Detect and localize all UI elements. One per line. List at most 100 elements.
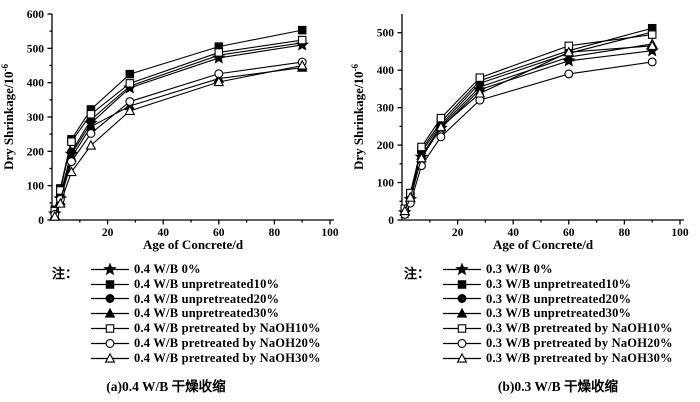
- data-point-triangle-open: [296, 59, 308, 70]
- data-point-triangle-open: [405, 191, 416, 202]
- data-point-triangle-open: [55, 197, 66, 208]
- legend-item: 0.3 W/B pretreated by NaOH10%: [443, 321, 673, 336]
- data-point-square-open: [56, 186, 65, 195]
- legend-marker-square-open: [443, 324, 482, 333]
- legend-item: 0.4 W/B pretreated by NaOH20%: [91, 336, 321, 351]
- tick-labels: 20 40 60 80 100 0 100 200 300 400 500 600: [27, 9, 339, 239]
- axes: [397, 14, 684, 225]
- data-point-square-open: [475, 73, 485, 82]
- svg-text:400: 400: [377, 65, 395, 77]
- legend-b-items: 0.3 W/B 0% 0.3 W/B unpretreated10% 0.3 W/B…: [443, 262, 673, 366]
- svg-text:600: 600: [27, 9, 45, 21]
- marker-triangle-open: [456, 352, 468, 363]
- data-point-circle-open: [564, 69, 574, 79]
- svg-text:80: 80: [619, 227, 631, 239]
- marker-square-open: [457, 324, 467, 333]
- data-point-triangle-open: [646, 40, 658, 50]
- data-point-triangle-filled: [563, 51, 575, 62]
- legend-label: 0.3 W/B unpretreated30%: [486, 306, 632, 321]
- series-triangle-open: [399, 40, 658, 216]
- series-circle-open: [50, 57, 307, 219]
- legend-item: 0.3 W/B unpretreated20%: [443, 292, 673, 307]
- legend-label: 0.3 W/B unpretreated20%: [486, 291, 632, 306]
- x-axis-label: Age of Concrete/d: [493, 237, 594, 252]
- marker-triangle-filled: [104, 308, 116, 318]
- legend-item: 0.3 W/B 0%: [443, 262, 673, 277]
- axes: [47, 13, 334, 225]
- svg-text:100: 100: [27, 181, 45, 193]
- y-axis-label: Dry Shrinkage/10-6: [350, 63, 366, 170]
- x-axis-label: Age of Concrete/d: [143, 237, 244, 252]
- y-axis-label: Dry Shrinkage/10-6: [0, 63, 16, 170]
- svg-text:100: 100: [377, 178, 395, 190]
- chart-a-canvas: 20 40 60 80 100 0 100 200 300 400 500 600 Age of Con…: [0, 9, 339, 252]
- marker-star-filled: [103, 262, 117, 276]
- legend-label: 0.3 W/B pretreated by NaOH30%: [486, 350, 673, 365]
- legend-marker-square-open: [91, 324, 130, 333]
- data-point-square-open: [297, 35, 307, 45]
- marker-triangle-open: [104, 352, 116, 363]
- data-point-circle-open: [125, 97, 135, 107]
- series-line: [54, 67, 303, 216]
- svg-text:60: 60: [563, 227, 575, 239]
- series-triangle-open: [49, 59, 308, 221]
- data-point-circle-open: [86, 129, 96, 138]
- marker-circle-open: [457, 338, 467, 348]
- legend-marker-circle-filled: [91, 294, 130, 304]
- data-point-triangle-open: [416, 152, 427, 163]
- legend-label: 0.4 W/B 0%: [134, 261, 201, 276]
- legend-b-note-label: 注：: [404, 266, 431, 281]
- data-point-triangle-open: [49, 210, 61, 221]
- series-circle-open: [400, 57, 657, 219]
- data-point-triangle-open: [563, 46, 575, 57]
- tick-labels: 20 40 60 80 100 0 100 200 300 400 500: [377, 28, 689, 239]
- legend-label: 0.3 W/B pretreated by NaOH10%: [486, 321, 673, 336]
- series-line: [54, 61, 303, 215]
- legend-item: 0.4 W/B unpretreated20%: [91, 292, 321, 307]
- legend-label: 0.4 W/B pretreated by NaOH10%: [134, 321, 321, 336]
- legend-marker-triangle-filled: [443, 308, 482, 318]
- marker-square-filled: [105, 279, 115, 289]
- marker-triangle-filled: [456, 308, 468, 318]
- svg-text:0: 0: [388, 215, 394, 227]
- svg-text:200: 200: [377, 140, 395, 152]
- chart-b-canvas: 20 40 60 80 100 0 100 200 300 400 500 Age of Concre…: [350, 14, 689, 252]
- data-point-square-open: [647, 30, 657, 39]
- svg-text:0: 0: [38, 215, 44, 227]
- legend-marker-triangle-filled: [91, 308, 130, 318]
- svg-text:20: 20: [452, 227, 464, 239]
- legend-marker-circle-filled: [443, 294, 482, 304]
- svg-text:100: 100: [671, 227, 689, 239]
- legend-a: 注： 0.4 W/B 0% 0.4 W/B unpretreated10% 0.4 …: [52, 262, 321, 366]
- data-point-triangle-open: [66, 166, 77, 177]
- marker-circle-filled: [105, 294, 115, 304]
- legend-label: 0.4 W/B pretreated by NaOH20%: [134, 335, 321, 350]
- legend-label: 0.4 W/B unpretreated10%: [134, 276, 280, 291]
- svg-text:400: 400: [27, 78, 45, 90]
- data-point-square-filled: [297, 25, 307, 35]
- legend-label: 0.3 W/B pretreated by NaOH20%: [486, 335, 673, 350]
- svg-text:300: 300: [27, 112, 45, 124]
- legend-a-note-label: 注：: [52, 266, 79, 281]
- svg-text:20: 20: [102, 227, 114, 239]
- data-point-circle-open: [647, 57, 657, 67]
- legend-marker-triangle-open: [443, 352, 482, 363]
- marker-square-open: [105, 324, 115, 333]
- data-point-triangle-open: [213, 76, 225, 87]
- legend-a-items: 0.4 W/B 0% 0.4 W/B unpretreated10% 0.4 W/B…: [91, 262, 321, 366]
- data-point-square-filled: [125, 69, 135, 79]
- caption-a: (a)0.4 W/B 干燥收缩: [106, 379, 226, 394]
- legend-item: 0.4 W/B unpretreated10%: [91, 277, 321, 292]
- legend-label: 0.4 W/B pretreated by NaOH30%: [134, 350, 321, 365]
- marker-square-filled: [457, 279, 467, 289]
- data-point-square-open: [436, 113, 446, 123]
- svg-text:200: 200: [27, 146, 45, 158]
- legend-label: 0.4 W/B unpretreated20%: [134, 291, 280, 306]
- data-point-triangle-open: [399, 205, 411, 216]
- legend-item: 0.4 W/B pretreated by NaOH10%: [91, 321, 321, 336]
- marker-circle-filled: [457, 294, 467, 304]
- legend-label: 0.3 W/B 0%: [486, 261, 553, 276]
- data-point-square-open: [86, 110, 96, 119]
- marker-star-filled: [455, 262, 469, 276]
